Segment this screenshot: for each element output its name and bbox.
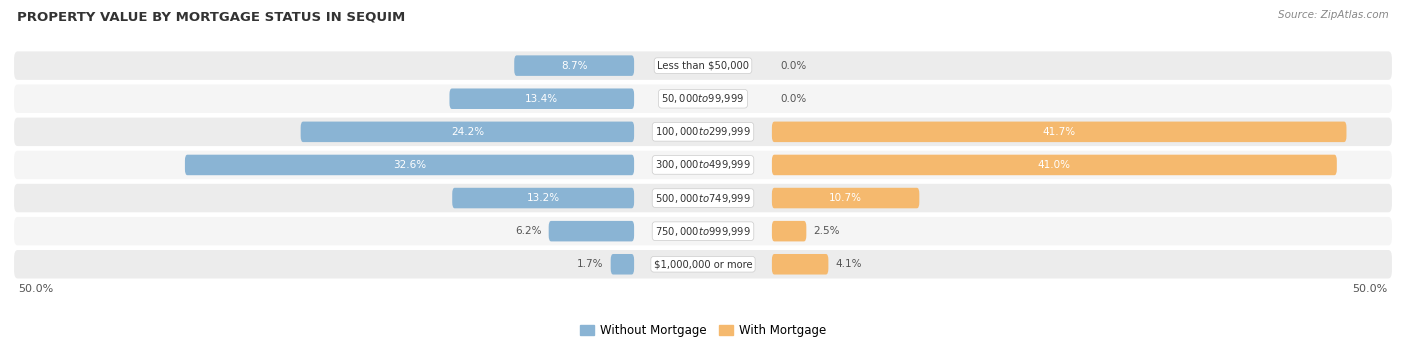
Text: Source: ZipAtlas.com: Source: ZipAtlas.com (1278, 10, 1389, 20)
FancyBboxPatch shape (772, 254, 828, 274)
Text: $100,000 to $299,999: $100,000 to $299,999 (655, 125, 751, 138)
FancyBboxPatch shape (14, 51, 1392, 80)
FancyBboxPatch shape (610, 254, 634, 274)
FancyBboxPatch shape (14, 184, 1392, 212)
FancyBboxPatch shape (772, 155, 1337, 175)
Text: 41.0%: 41.0% (1038, 160, 1071, 170)
Text: $500,000 to $749,999: $500,000 to $749,999 (655, 191, 751, 205)
FancyBboxPatch shape (186, 155, 634, 175)
Text: 50.0%: 50.0% (18, 284, 53, 294)
Text: 10.7%: 10.7% (830, 193, 862, 203)
FancyBboxPatch shape (453, 188, 634, 208)
FancyBboxPatch shape (772, 188, 920, 208)
FancyBboxPatch shape (772, 221, 807, 241)
Text: 13.4%: 13.4% (526, 94, 558, 104)
FancyBboxPatch shape (14, 118, 1392, 146)
Text: 13.2%: 13.2% (527, 193, 560, 203)
Text: 0.0%: 0.0% (780, 61, 807, 71)
Text: 4.1%: 4.1% (835, 259, 862, 269)
Text: $50,000 to $99,999: $50,000 to $99,999 (661, 92, 745, 105)
FancyBboxPatch shape (301, 122, 634, 142)
Text: 50.0%: 50.0% (1353, 284, 1388, 294)
Text: 0.0%: 0.0% (780, 94, 807, 104)
Text: $750,000 to $999,999: $750,000 to $999,999 (655, 225, 751, 238)
Text: $1,000,000 or more: $1,000,000 or more (654, 259, 752, 269)
FancyBboxPatch shape (548, 221, 634, 241)
FancyBboxPatch shape (14, 85, 1392, 113)
FancyBboxPatch shape (772, 122, 1347, 142)
FancyBboxPatch shape (450, 88, 634, 109)
FancyBboxPatch shape (14, 250, 1392, 278)
Text: 1.7%: 1.7% (578, 259, 603, 269)
Text: 6.2%: 6.2% (515, 226, 541, 236)
Text: $300,000 to $499,999: $300,000 to $499,999 (655, 158, 751, 171)
Text: 2.5%: 2.5% (813, 226, 839, 236)
Legend: Without Mortgage, With Mortgage: Without Mortgage, With Mortgage (575, 319, 831, 340)
Text: 8.7%: 8.7% (561, 61, 588, 71)
FancyBboxPatch shape (515, 55, 634, 76)
Text: PROPERTY VALUE BY MORTGAGE STATUS IN SEQUIM: PROPERTY VALUE BY MORTGAGE STATUS IN SEQ… (17, 10, 405, 23)
Text: 41.7%: 41.7% (1043, 127, 1076, 137)
FancyBboxPatch shape (14, 151, 1392, 179)
Text: Less than $50,000: Less than $50,000 (657, 61, 749, 71)
Text: 24.2%: 24.2% (451, 127, 484, 137)
Text: 32.6%: 32.6% (392, 160, 426, 170)
FancyBboxPatch shape (14, 217, 1392, 245)
